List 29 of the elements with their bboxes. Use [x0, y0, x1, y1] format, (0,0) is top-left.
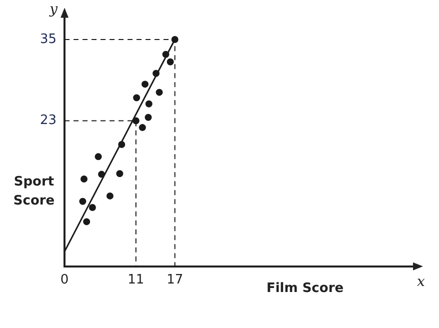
point: [106, 192, 114, 200]
point: [138, 124, 146, 132]
point: [162, 50, 170, 58]
x-axis-title: Film Score: [266, 280, 344, 296]
point: [83, 218, 90, 226]
point: [116, 170, 124, 178]
point: [132, 117, 140, 124]
point: [88, 204, 96, 211]
point: [79, 198, 86, 205]
x-tick-label: 11: [128, 272, 144, 288]
point: [145, 100, 152, 108]
text: y: [48, 1, 59, 18]
point: [80, 176, 88, 183]
point: [166, 58, 174, 66]
point: [171, 36, 178, 44]
point: [142, 80, 149, 88]
point: [94, 153, 102, 160]
text: x: [417, 274, 426, 290]
x-tick-label: 17: [166, 272, 184, 288]
point: [152, 70, 160, 77]
point: [144, 114, 152, 121]
point: [156, 88, 163, 96]
y-tick-label: 35: [40, 32, 57, 47]
y-axis-title: Sport Score: [13, 174, 55, 208]
x-tick-label: 0: [60, 272, 69, 288]
point: [118, 140, 126, 148]
point: [133, 94, 140, 102]
y-tick-label: 23: [40, 113, 57, 128]
point: [98, 170, 106, 178]
